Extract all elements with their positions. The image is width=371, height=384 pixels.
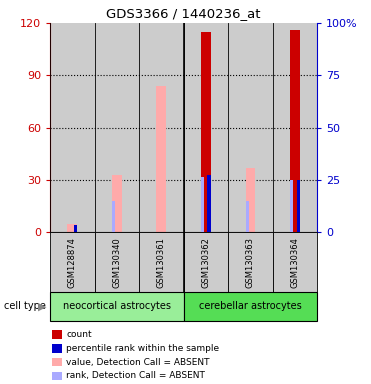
Bar xyxy=(184,292,317,321)
Text: neocortical astrocytes: neocortical astrocytes xyxy=(63,301,171,311)
Bar xyxy=(50,23,95,232)
Bar xyxy=(95,23,139,232)
Text: cerebellar astrocytes: cerebellar astrocytes xyxy=(199,301,302,311)
Text: GSM130362: GSM130362 xyxy=(201,237,210,288)
Bar xyxy=(157,86,166,232)
Text: rank, Detection Call = ABSENT: rank, Detection Call = ABSENT xyxy=(66,371,205,381)
Bar xyxy=(273,232,317,292)
Bar xyxy=(112,175,122,232)
Bar xyxy=(184,23,228,232)
Bar xyxy=(201,32,211,232)
Bar xyxy=(273,23,317,232)
Bar xyxy=(290,30,300,232)
Bar xyxy=(246,201,249,232)
Text: count: count xyxy=(66,330,92,339)
Title: GDS3366 / 1440236_at: GDS3366 / 1440236_at xyxy=(106,7,261,20)
Bar xyxy=(290,180,293,232)
Bar xyxy=(228,232,273,292)
Text: value, Detection Call = ABSENT: value, Detection Call = ABSENT xyxy=(66,358,210,367)
Text: GSM130363: GSM130363 xyxy=(246,237,255,288)
Text: ▶: ▶ xyxy=(39,301,47,311)
Bar xyxy=(139,232,184,292)
Bar xyxy=(50,292,184,321)
Bar xyxy=(246,168,255,232)
Text: GSM130364: GSM130364 xyxy=(290,237,299,288)
Bar xyxy=(201,177,204,232)
Text: percentile rank within the sample: percentile rank within the sample xyxy=(66,344,219,353)
Text: cell type: cell type xyxy=(4,301,46,311)
Bar xyxy=(139,23,184,232)
Bar xyxy=(296,180,300,232)
Bar xyxy=(207,175,211,232)
Bar xyxy=(50,232,95,292)
Bar xyxy=(228,23,273,232)
Bar xyxy=(74,225,77,232)
Text: GSM130340: GSM130340 xyxy=(112,237,121,288)
Text: GSM130361: GSM130361 xyxy=(157,237,166,288)
Bar xyxy=(184,232,228,292)
Bar xyxy=(68,223,77,232)
Bar xyxy=(95,232,139,292)
Bar xyxy=(112,201,115,232)
Text: GSM128874: GSM128874 xyxy=(68,237,77,288)
